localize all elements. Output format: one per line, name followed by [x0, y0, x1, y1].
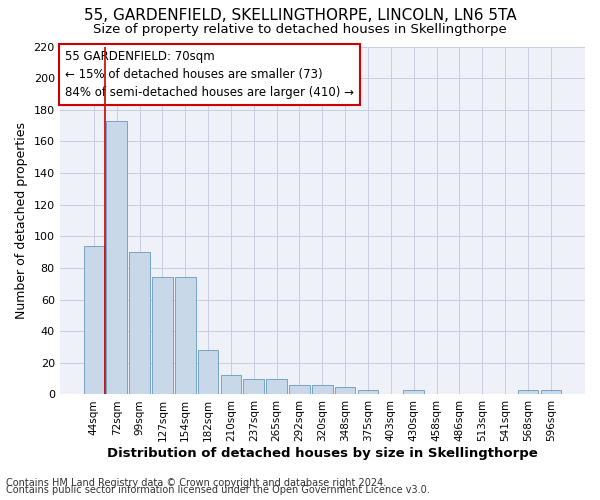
Bar: [106, 121, 127, 394]
X-axis label: Distribution of detached houses by size in Skellingthorpe: Distribution of detached houses by size …: [107, 447, 538, 460]
Bar: [175, 278, 196, 394]
Bar: [312, 385, 332, 394]
Bar: [541, 390, 561, 394]
Text: Contains public sector information licensed under the Open Government Licence v3: Contains public sector information licen…: [6, 485, 430, 495]
Bar: [266, 378, 287, 394]
Text: 55 GARDENFIELD: 70sqm
← 15% of detached houses are smaller (73)
84% of semi-deta: 55 GARDENFIELD: 70sqm ← 15% of detached …: [65, 50, 354, 99]
Text: 55, GARDENFIELD, SKELLINGTHORPE, LINCOLN, LN6 5TA: 55, GARDENFIELD, SKELLINGTHORPE, LINCOLN…: [83, 8, 517, 22]
Bar: [244, 378, 264, 394]
Bar: [152, 278, 173, 394]
Bar: [221, 376, 241, 394]
Bar: [518, 390, 538, 394]
Bar: [83, 246, 104, 394]
Bar: [198, 350, 218, 395]
Bar: [358, 390, 379, 394]
Bar: [289, 385, 310, 394]
Y-axis label: Number of detached properties: Number of detached properties: [15, 122, 28, 319]
Bar: [129, 252, 150, 394]
Bar: [403, 390, 424, 394]
Text: Size of property relative to detached houses in Skellingthorpe: Size of property relative to detached ho…: [93, 22, 507, 36]
Text: Contains HM Land Registry data © Crown copyright and database right 2024.: Contains HM Land Registry data © Crown c…: [6, 478, 386, 488]
Bar: [335, 386, 355, 394]
